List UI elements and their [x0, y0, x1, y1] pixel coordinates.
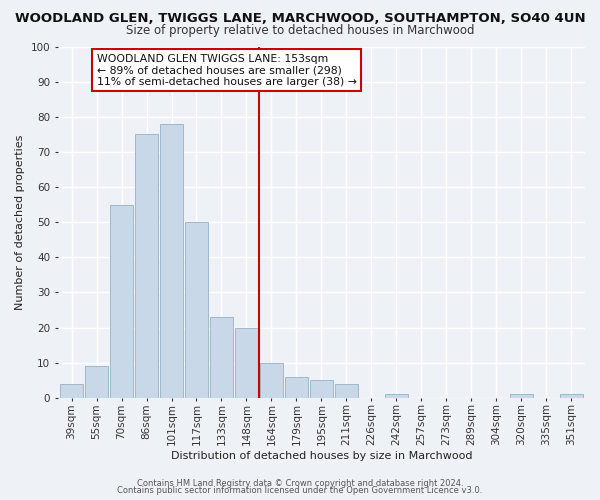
Bar — [160, 124, 183, 398]
Text: WOODLAND GLEN, TWIGGS LANE, MARCHWOOD, SOUTHAMPTON, SO40 4UN: WOODLAND GLEN, TWIGGS LANE, MARCHWOOD, S… — [14, 12, 586, 26]
X-axis label: Distribution of detached houses by size in Marchwood: Distribution of detached houses by size … — [170, 451, 472, 461]
Bar — [560, 394, 583, 398]
Bar — [135, 134, 158, 398]
Text: WOODLAND GLEN TWIGGS LANE: 153sqm
← 89% of detached houses are smaller (298)
11%: WOODLAND GLEN TWIGGS LANE: 153sqm ← 89% … — [97, 54, 356, 86]
Bar — [385, 394, 407, 398]
Text: Contains HM Land Registry data © Crown copyright and database right 2024.: Contains HM Land Registry data © Crown c… — [137, 478, 463, 488]
Y-axis label: Number of detached properties: Number of detached properties — [15, 134, 25, 310]
Bar — [85, 366, 108, 398]
Text: Contains public sector information licensed under the Open Government Licence v3: Contains public sector information licen… — [118, 486, 482, 495]
Text: Size of property relative to detached houses in Marchwood: Size of property relative to detached ho… — [126, 24, 474, 37]
Bar — [61, 384, 83, 398]
Bar — [260, 362, 283, 398]
Bar — [210, 317, 233, 398]
Bar — [235, 328, 257, 398]
Bar — [110, 204, 133, 398]
Bar — [185, 222, 208, 398]
Bar — [335, 384, 358, 398]
Bar — [285, 376, 308, 398]
Bar — [510, 394, 533, 398]
Bar — [310, 380, 332, 398]
